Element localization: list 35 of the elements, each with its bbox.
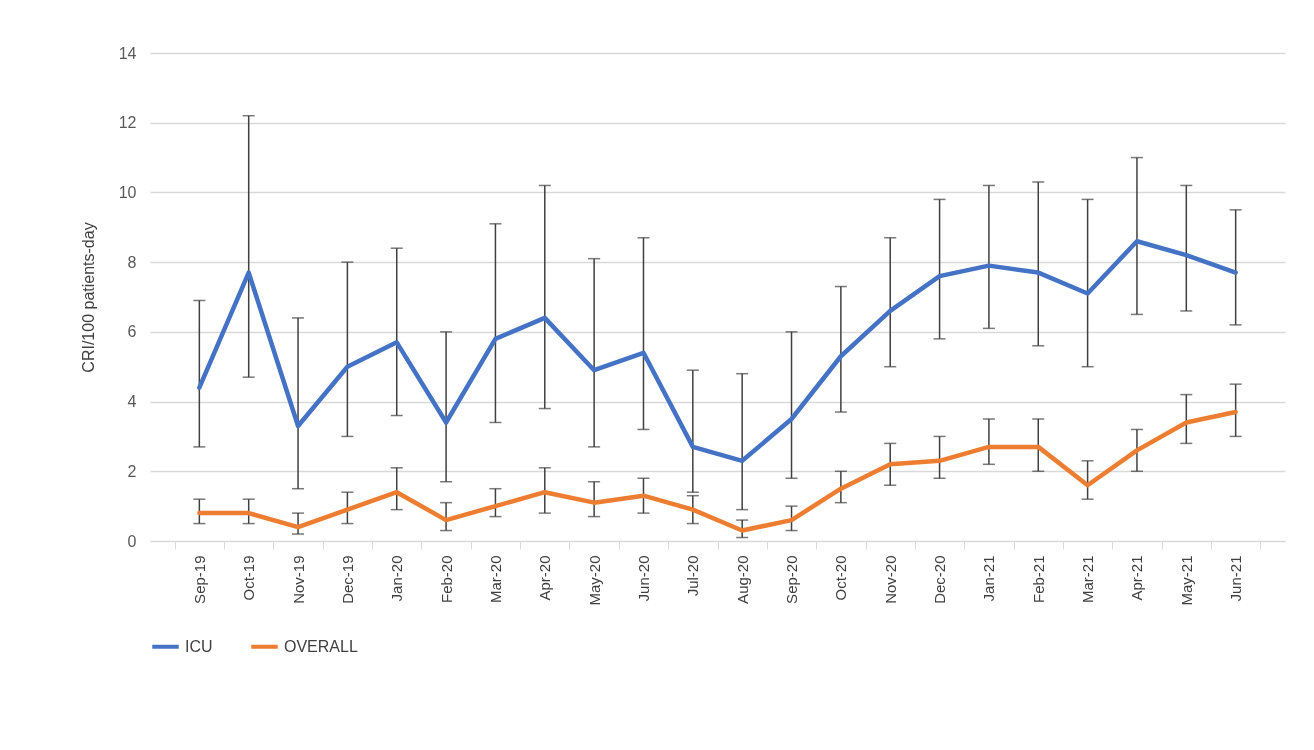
legend-label: OVERALL — [284, 637, 358, 655]
x-tick-label: Oct-20 — [832, 555, 850, 601]
x-tick-label: Jan-20 — [388, 555, 406, 602]
x-tick-label: Nov-19 — [289, 555, 307, 604]
y-tick-label: 4 — [127, 393, 137, 411]
line-series — [197, 238, 1238, 464]
x-tick-label: Sep-20 — [783, 555, 801, 604]
x-tick-label: Dec-19 — [338, 555, 356, 604]
x-tick-label: Dec-20 — [931, 555, 949, 604]
x-tick-label: Mar-20 — [486, 555, 504, 604]
x-tick-label: Jan-21 — [980, 555, 998, 602]
y-tick-label: 10 — [118, 183, 137, 201]
x-tick-label: Aug-20 — [733, 555, 751, 604]
x-tick-label: Jun-20 — [634, 555, 652, 602]
y-tick-label: 14 — [118, 44, 137, 62]
x-tick-label: Apr-21 — [1128, 555, 1146, 601]
y-axis-title: CRI/100 patients-day — [79, 222, 97, 373]
y-tick-label: 0 — [127, 532, 137, 550]
y-tick-label: 6 — [127, 323, 137, 341]
x-tick-label: Mar-21 — [1079, 555, 1097, 604]
y-tick-label: 12 — [118, 114, 137, 132]
x-tick-label: Feb-21 — [1029, 555, 1047, 604]
y-tick-label: 2 — [127, 462, 137, 480]
x-tick-label: Nov-20 — [881, 555, 899, 604]
x-tick-label: Apr-20 — [536, 555, 554, 601]
x-tick-label: Sep-19 — [190, 555, 208, 604]
line-series — [197, 409, 1238, 533]
x-tick-label: May-21 — [1177, 555, 1195, 606]
y-tick-label: 8 — [127, 253, 137, 271]
x-tick-label: Jul-20 — [684, 555, 702, 597]
x-tick-label: Feb-20 — [437, 555, 455, 604]
x-tick-label: May-20 — [585, 555, 603, 606]
x-tick-label: Jun-21 — [1227, 555, 1245, 602]
x-tick-label: Oct-19 — [240, 555, 258, 601]
legend-label: ICU — [185, 637, 213, 655]
